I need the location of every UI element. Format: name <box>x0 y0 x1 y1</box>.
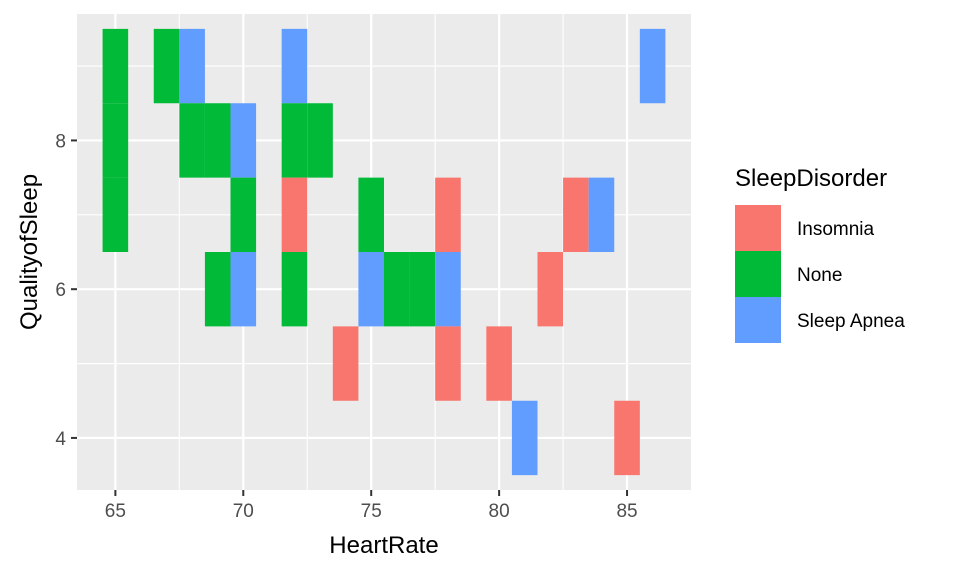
heatmap-cell <box>358 177 384 252</box>
heatmap-cell <box>230 252 257 327</box>
heatmap-cell <box>281 252 308 327</box>
heatmap-cell <box>537 252 564 327</box>
heatmap-cell <box>179 28 205 104</box>
heatmap-cell <box>435 326 461 401</box>
heatmap-cell <box>358 252 384 327</box>
heatmap-cell <box>153 28 180 104</box>
heatmap-cell <box>384 252 410 327</box>
legend-key <box>735 251 781 297</box>
heatmap-cell <box>409 252 436 327</box>
axes: 65 70 75 80 85 4 6 8 <box>55 131 637 522</box>
y-axis-title: QualityofSleep <box>16 174 43 330</box>
heatmap-cells <box>102 28 666 476</box>
legend-label: None <box>797 265 842 286</box>
heatmap-cell <box>332 326 359 401</box>
y-tick-label: 8 <box>55 131 66 152</box>
x-tick-label: 75 <box>361 501 382 522</box>
x-axis-title: HeartRate <box>329 532 438 559</box>
legend-title: SleepDisorder <box>735 165 887 192</box>
heatmap-cell <box>435 252 461 327</box>
heatmap-cell <box>563 177 589 252</box>
heatmap-cell <box>204 103 231 178</box>
heatmap-cell <box>639 28 666 104</box>
heatmap-cell <box>204 252 231 327</box>
heatmap-cell <box>614 400 640 476</box>
heatmap-cell <box>281 177 308 252</box>
legend: SleepDisorder Insomnia None Sleep Apnea <box>735 165 905 343</box>
legend-label: Sleep Apnea <box>797 311 905 332</box>
heatmap-cell <box>511 400 538 476</box>
heatmap-cell <box>230 177 257 252</box>
legend-key <box>735 205 781 251</box>
heatmap-cell <box>230 103 257 178</box>
heatmap-cell <box>435 177 461 252</box>
heatmap-cell <box>102 28 129 104</box>
x-tick-label: 65 <box>105 501 126 522</box>
heatmap-cell <box>486 326 512 401</box>
x-tick-label: 70 <box>233 501 254 522</box>
legend-label: Insomnia <box>797 219 875 240</box>
x-tick-label: 80 <box>489 501 510 522</box>
heatmap-cell <box>588 177 615 252</box>
heatmap-cell <box>307 103 333 178</box>
heatmap-cell <box>281 103 308 178</box>
x-tick-label: 85 <box>616 501 637 522</box>
heatmap-cell <box>179 103 205 178</box>
legend-key <box>735 297 781 343</box>
heatmap-cell <box>102 177 129 252</box>
heatmap-cell <box>102 103 129 178</box>
heatmap-cell <box>281 28 308 104</box>
y-tick-label: 6 <box>55 280 66 301</box>
y-tick-label: 4 <box>55 429 66 450</box>
